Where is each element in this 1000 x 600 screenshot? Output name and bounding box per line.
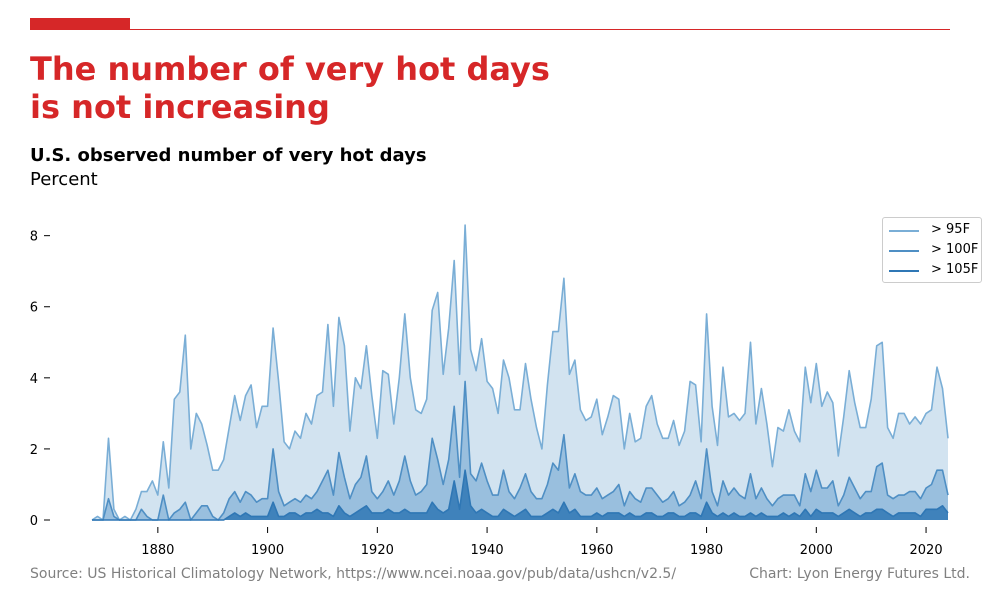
series-areas [92,225,948,520]
y-tick-label: 0 [30,514,38,529]
y-axis: 0 2 4 6 8 [30,230,50,529]
legend-swatch-100 [889,250,919,252]
chart-subtitle: U.S. observed number of very hot days [30,145,427,166]
y-tick-label: 8 [30,230,38,245]
area-95F [92,225,948,520]
x-tick-label: 1980 [690,543,723,558]
legend-item-95: > 95F [887,220,979,240]
headline-line-1: The number of very hot days [30,50,550,88]
x-axis: 1880 1900 1920 1940 1960 1980 2000 2020 [141,527,943,558]
line-100F [92,380,949,521]
headline-line-2: is not increasing [30,88,330,126]
legend-item-105: > 105F [887,260,979,280]
legend-label-100: > 100F [931,242,979,257]
y-tick-label: 2 [30,443,38,458]
legend-swatch-95 [889,230,919,232]
line-105F [92,469,949,521]
y-tick-label: 6 [30,301,38,316]
unit-label: Percent [30,169,98,190]
headline: The number of very hot days is not incre… [30,50,550,126]
x-tick-label: 1940 [471,543,504,558]
legend-swatch-105 [889,270,919,272]
x-tick-label: 1960 [580,543,613,558]
y-tick-label: 4 [30,372,38,387]
x-tick-label: 2020 [910,543,943,558]
line-95F [91,224,949,521]
accent-rule [30,29,950,30]
x-tick-label: 1900 [251,543,284,558]
legend-label-105: > 105F [931,262,979,277]
x-tick-label: 2000 [800,543,833,558]
legend: > 95F > 100F > 105F [882,217,982,283]
chart-credit: Chart: Lyon Energy Futures Ltd. [749,566,970,582]
accent-bar [30,18,130,30]
x-tick-label: 1920 [361,543,394,558]
source-note: Source: US Historical Climatology Networ… [30,566,677,582]
series-lines [91,224,949,521]
legend-item-100: > 100F [887,240,979,260]
area-100F [92,381,948,520]
legend-label-95: > 95F [931,222,971,237]
x-tick-label: 1880 [141,543,174,558]
